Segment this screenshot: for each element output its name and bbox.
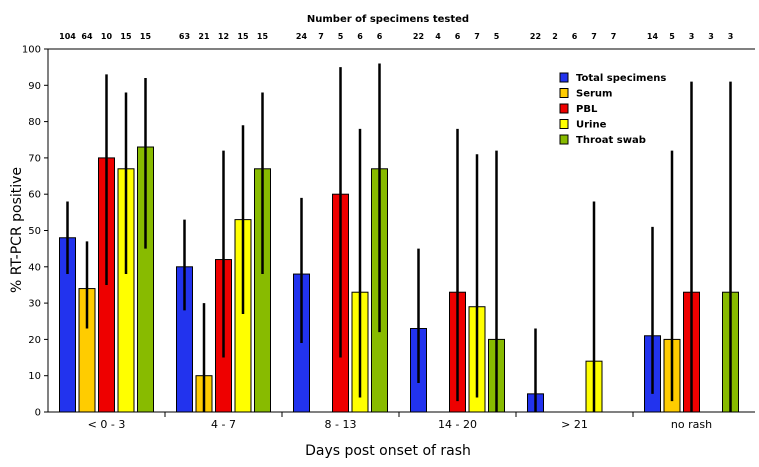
legend-label: Throat swab — [576, 135, 646, 146]
legend-label: PBL — [576, 104, 598, 115]
legend-swatch — [559, 103, 569, 114]
specimen-count: 5 — [669, 32, 675, 41]
chart-title: Number of specimens tested — [307, 14, 469, 25]
y-tick-label: 80 — [28, 117, 41, 128]
legend: Total specimens Serum PBL Urine Throat swab — [559, 72, 666, 146]
specimen-count: 15 — [237, 32, 249, 41]
specimen-count: 7 — [611, 32, 617, 41]
y-tick-label: 70 — [28, 153, 41, 164]
specimen-count: 7 — [318, 32, 324, 41]
specimen-count: 4 — [435, 32, 441, 41]
x-tick-label: no rash — [671, 418, 712, 431]
specimen-count: 14 — [647, 32, 659, 41]
specimen-count: 104 — [59, 32, 76, 41]
specimen-count: 64 — [81, 32, 93, 41]
specimen-count: 3 — [708, 32, 714, 41]
specimen-count: 6 — [572, 32, 578, 41]
x-tick-label: 4 - 7 — [211, 418, 236, 431]
specimen-count: 3 — [728, 32, 734, 41]
legend-swatch — [559, 88, 569, 98]
y-tick-label: 10 — [28, 371, 41, 382]
specimen-count: 15 — [140, 32, 152, 41]
specimen-count: 2 — [552, 32, 558, 41]
specimen-count: 7 — [591, 32, 597, 41]
y-tick-label: 60 — [28, 190, 41, 201]
legend-swatch — [559, 119, 569, 129]
specimen-count: 10 — [101, 32, 113, 41]
x-tick-label: > 21 — [561, 418, 588, 431]
specimen-count: 15 — [257, 32, 269, 41]
legend-label: Serum — [576, 89, 612, 100]
y-tick-label: 90 — [28, 81, 41, 92]
specimen-count: 5 — [494, 32, 500, 41]
specimen-count: 63 — [179, 32, 190, 41]
specimen-count: 6 — [377, 32, 383, 41]
specimen-count: 6 — [357, 32, 363, 41]
y-axis-title: % RT-PCR positive — [9, 167, 25, 293]
specimen-count: 24 — [296, 32, 308, 41]
x-tick-label: 8 - 13 — [325, 418, 357, 431]
specimen-count: 5 — [338, 32, 344, 41]
legend-label: Total specimens — [576, 73, 666, 84]
y-tick-label: 100 — [22, 45, 41, 56]
y-tick-label: 50 — [28, 226, 41, 237]
y-tick-label: 20 — [28, 335, 41, 346]
legend-label: Urine — [576, 120, 607, 131]
x-tick-label: 14 - 20 — [438, 418, 477, 431]
specimen-count: 12 — [218, 32, 229, 41]
x-axis-title: Days post onset of rash — [305, 443, 471, 459]
specimen-count: 15 — [120, 32, 132, 41]
specimen-count: 6 — [455, 32, 461, 41]
bars-layer — [59, 146, 739, 413]
y-tick-label: 0 — [35, 408, 41, 419]
legend-swatch — [559, 72, 569, 83]
legend-swatch — [559, 134, 569, 145]
specimen-count: 21 — [198, 32, 210, 41]
error-bars-layer — [66, 63, 732, 412]
specimen-count: 7 — [474, 32, 480, 41]
specimen-count: 22 — [413, 32, 424, 41]
specimen-count: 3 — [689, 32, 695, 41]
specimen-counts-row: 104 64 10 15 15 63 21 12 15 15 24 7 5 6 6 22 4 6 7 5 22 2 6 7 7 1… — [59, 32, 733, 41]
x-tick-label: < 0 - 3 — [88, 418, 126, 431]
specimen-count: 22 — [530, 32, 541, 41]
axes: 0 10 20 30 40 50 60 70 80 90 100 < 0 - 3 4 - 7 8 - 13… — [22, 45, 755, 431]
y-tick-label: 30 — [28, 299, 41, 310]
y-tick-label: 40 — [28, 262, 41, 273]
